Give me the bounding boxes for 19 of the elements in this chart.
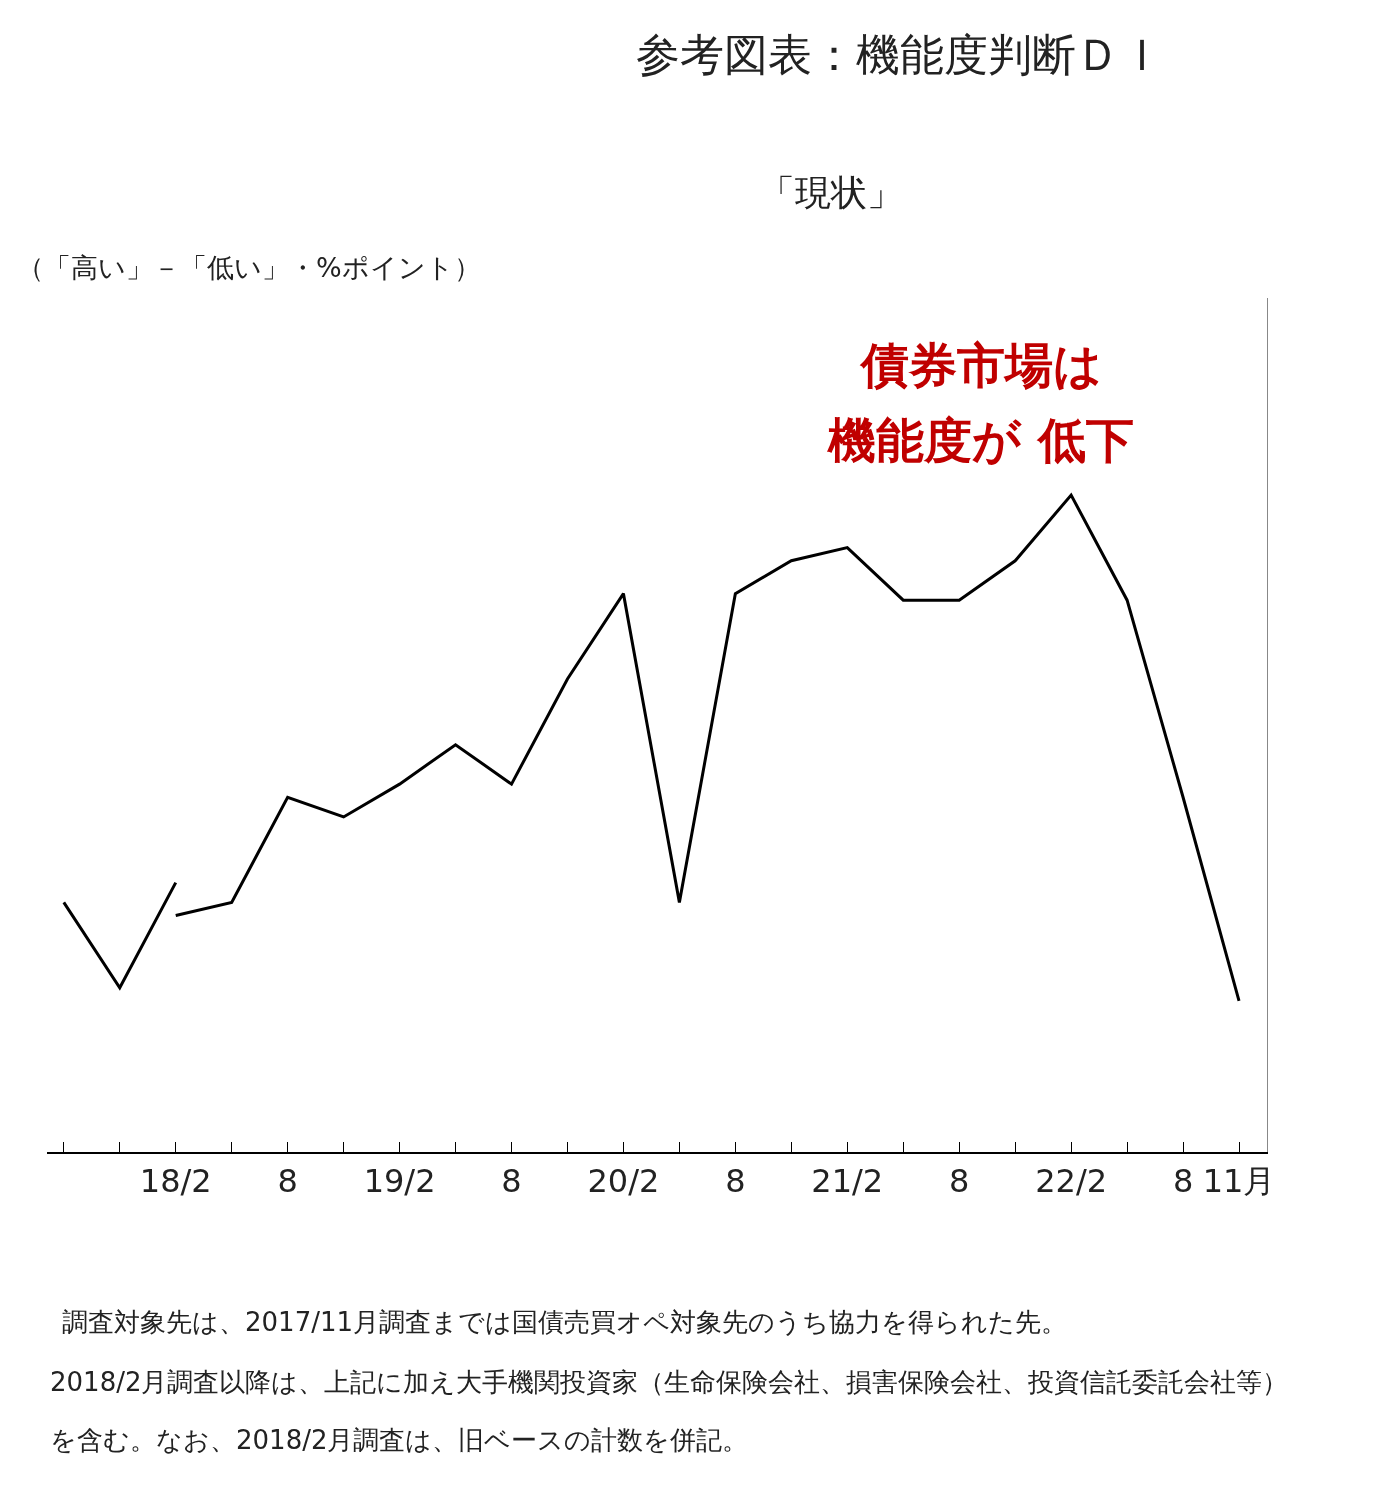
text: を含む。なお、2018/2月調査は、旧ベースの計数を併記。 bbox=[50, 1425, 749, 1455]
x-tick-label: 21/2 bbox=[811, 1162, 884, 1201]
x-tick-label: 19/2 bbox=[363, 1162, 436, 1201]
x-tick-label: 20/2 bbox=[587, 1162, 660, 1201]
x-tick-label: 11月 bbox=[1202, 1162, 1276, 1201]
x-tick-label: 8 bbox=[949, 1162, 970, 1201]
x-tick-label: 8 bbox=[277, 1162, 298, 1201]
x-tick-label: 18/2 bbox=[139, 1162, 212, 1201]
x-tick-label: 8 bbox=[1172, 1162, 1194, 1201]
text: 2018/2月調査以降は、上記に加え大手機関投資家（生命保険会社、損害保険会社、投資信託委託会社等） bbox=[50, 1367, 1289, 1397]
x-tick-label: 8 bbox=[725, 1162, 746, 1201]
x-tick-label: 8 bbox=[501, 1162, 522, 1201]
chart-subtitle: 「現状」 bbox=[759, 172, 903, 213]
text: （「高い」－「低い」・%ポイント） bbox=[17, 252, 481, 283]
text: 機能度が 低下 bbox=[826, 412, 1134, 468]
x-tick-label: 22/2 bbox=[1035, 1162, 1108, 1201]
chart-title: 参考図表：機能度判断ＤＩ bbox=[636, 29, 1164, 81]
text: 調査対象先は、2017/11月調査までは国債売買オペ対象先のうち協力を得られた先。 bbox=[62, 1307, 1068, 1337]
text: 債券市場は bbox=[859, 337, 1102, 393]
